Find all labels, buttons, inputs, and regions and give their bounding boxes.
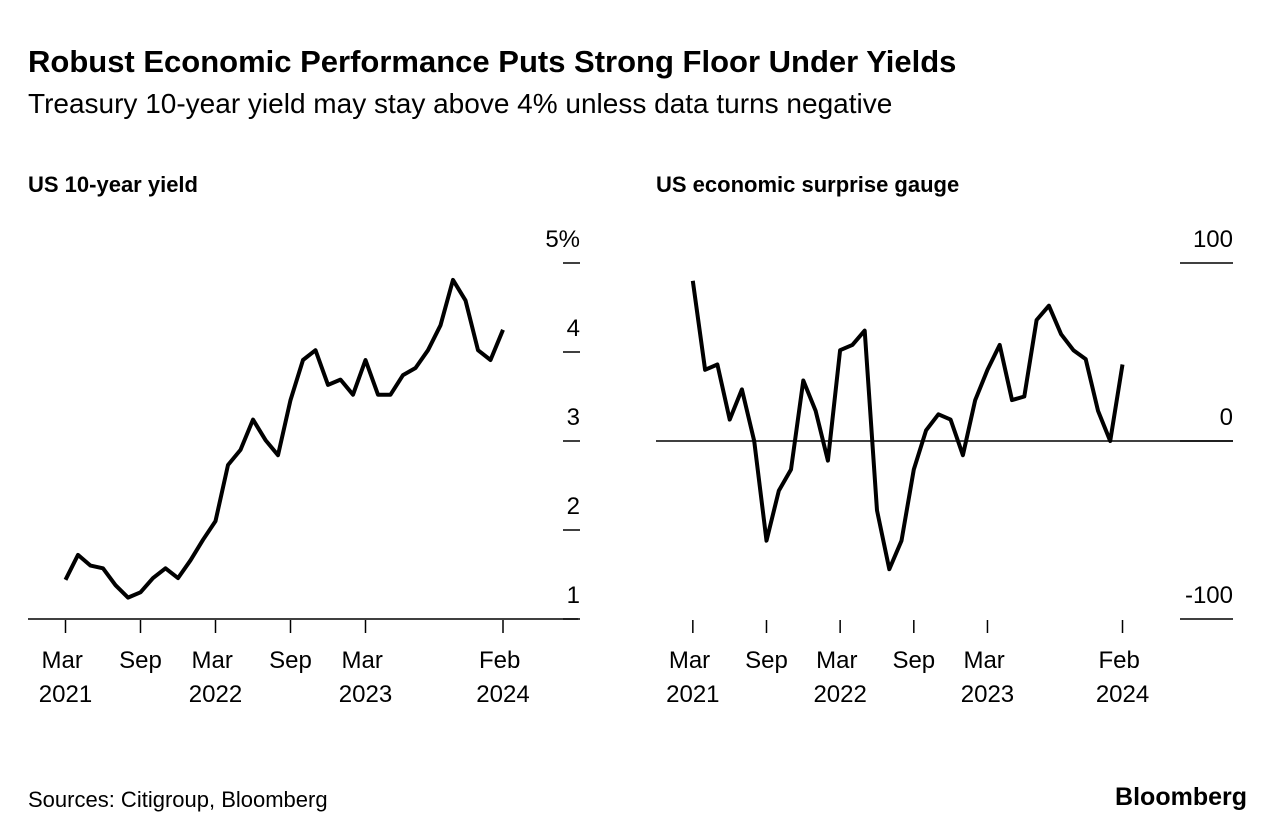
y-tick-label: 2 [567,493,580,520]
y-tick-label: -100 [1185,582,1233,609]
y-tick-label: 100 [1193,226,1233,253]
y-tick-label: 4 [567,315,580,342]
x-tick-label: Sep [119,647,162,674]
series-line [690,280,1125,572]
title: Robust Economic Performance Puts Strong … [28,44,956,79]
x-tick-label: Feb 2024 [476,647,529,708]
brand: Bloomberg [1115,783,1247,811]
x-tick-label: Mar 2022 [813,647,866,708]
x-tick-label: Sep [745,647,788,674]
x-tick-label: Feb 2024 [1096,647,1149,708]
y-tick-label: 5% [545,226,580,253]
x-tick-label: Mar 2023 [961,647,1014,708]
y-tick-label: 3 [567,404,580,431]
x-tick-label: Mar 2021 [666,647,719,708]
subtitle: Treasury 10-year yield may stay above 4%… [28,88,892,119]
y-tick-label: 0 [1220,404,1233,431]
x-tick-label: Sep [269,647,312,674]
series-line [63,277,505,600]
x-tick-label: Mar 2021 [39,647,92,708]
panel-title: US economic surprise gauge [656,172,959,197]
source: Sources: Citigroup, Bloomberg [28,787,328,812]
panel-title: US 10-year yield [28,172,198,197]
x-tick-label: Mar 2022 [189,647,242,708]
x-tick-label: Mar 2023 [339,647,392,708]
x-tick-label: Sep [892,647,935,674]
y-tick-label: 1 [567,582,580,609]
